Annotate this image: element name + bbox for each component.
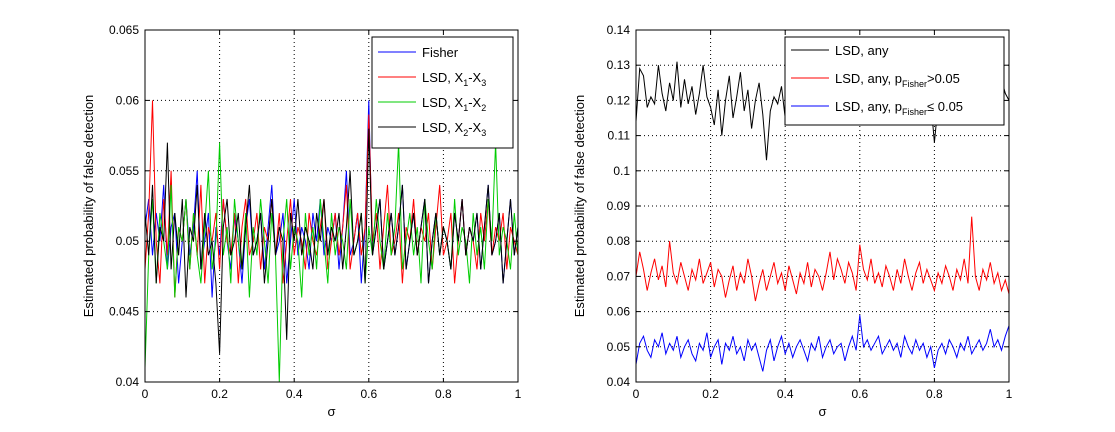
chart-0-ytick-label: 0.065 — [109, 23, 139, 37]
chart-0-xaxis-label: σ — [327, 404, 335, 419]
chart-1-ytick-label: 0.08 — [607, 234, 631, 248]
chart-0-xtick-label: 0 — [142, 387, 149, 401]
chart-1-ytick-label: 0.09 — [607, 199, 631, 213]
chart-1-legend-box — [784, 36, 1005, 126]
chart-1-legend-entry: LSD, any, pFisher≤ 0.05 — [835, 99, 963, 117]
chart-0-axes-box — [144, 29, 519, 383]
chart-1-xtick-label: 0.4 — [777, 387, 794, 401]
chart-1-yaxis-label: Estimated probability of false detection — [572, 95, 587, 318]
chart-0-ytick-label: 0.055 — [109, 164, 139, 178]
chart-0-legend: Fisher LSD, X1-X3 LSD, X1-X2 LSD, X2-X3 — [371, 36, 514, 149]
chart-1-series-line-2 — [635, 315, 1010, 372]
chart-0-ytick-label: 0.04 — [116, 375, 140, 389]
chart-0-ytick-label: 0.045 — [109, 305, 139, 319]
chart-1-legend-entry: LSD, any, pFisher>0.05 — [835, 71, 960, 89]
chart-1-legend-entry: LSD, any — [835, 43, 889, 58]
chart-0-yaxis-label: Estimated probability of false detection — [81, 95, 96, 318]
chart-0-legend-box — [371, 36, 514, 149]
chart-1-ytick-label: 0.1 — [613, 164, 630, 178]
chart-0-xtick-label: 0.2 — [211, 387, 228, 401]
chart-1-xtick-label: 0.8 — [926, 387, 943, 401]
chart-1-ytick-label: 0.05 — [607, 340, 631, 354]
chart-1-ytick-label: 0.11 — [608, 129, 631, 143]
chart-1-legend: LSD, any LSD, any, pFisher>0.05 LSD, any, … — [784, 36, 1005, 126]
chart-0-xtick-label: 0.4 — [286, 387, 303, 401]
chart-0-ytick-label: 0.05 — [116, 234, 140, 248]
chart-0-legend-entry: LSD, X2-X3 — [422, 120, 486, 138]
chart-0-series-line-2 — [144, 142, 519, 383]
left-chart-panel: 0 0.2 0.4 0.6 0.8 1 0.04 0.045 0.05 0.055 0.06 0.06… — [81, 23, 522, 419]
chart-1-ytick-label: 0.12 — [607, 93, 631, 107]
chart-1-ytick-label: 0.07 — [607, 269, 631, 283]
chart-1-xtick-label: 0.6 — [851, 387, 868, 401]
chart-1-xtick-label: 0.2 — [702, 387, 719, 401]
chart-1-xaxis-label: σ — [818, 404, 826, 419]
chart-0-xtick-label: 0.6 — [360, 387, 377, 401]
chart-1-ytick-label: 0.06 — [607, 305, 631, 319]
chart-1-ytick-label: 0.13 — [607, 58, 631, 72]
chart-0-legend-entry: LSD, X1-X2 — [422, 95, 486, 113]
chart-1-xtick-label: 0 — [633, 387, 640, 401]
chart-1-ytick-label: 0.14 — [607, 23, 631, 37]
chart-0-xtick-label: 0.8 — [435, 387, 452, 401]
chart-0-legend-entry: LSD, X1-X3 — [422, 70, 486, 88]
right-chart-panel: 0 0.2 0.4 0.6 0.8 1 0.04 0.05 0.06 0.07 0.08 0.09 0.… — [572, 23, 1013, 419]
chart-0-xtick-label: 1 — [515, 387, 522, 401]
chart-1-ytick-label: 0.04 — [607, 375, 631, 389]
chart-0-series-line-3 — [144, 128, 519, 354]
chart-1-xtick-label: 1 — [1006, 387, 1013, 401]
chart-0-ytick-label: 0.06 — [116, 93, 140, 107]
chart-1-series-line-1 — [635, 216, 1010, 302]
chart-0-legend-entry: Fisher — [422, 45, 459, 60]
